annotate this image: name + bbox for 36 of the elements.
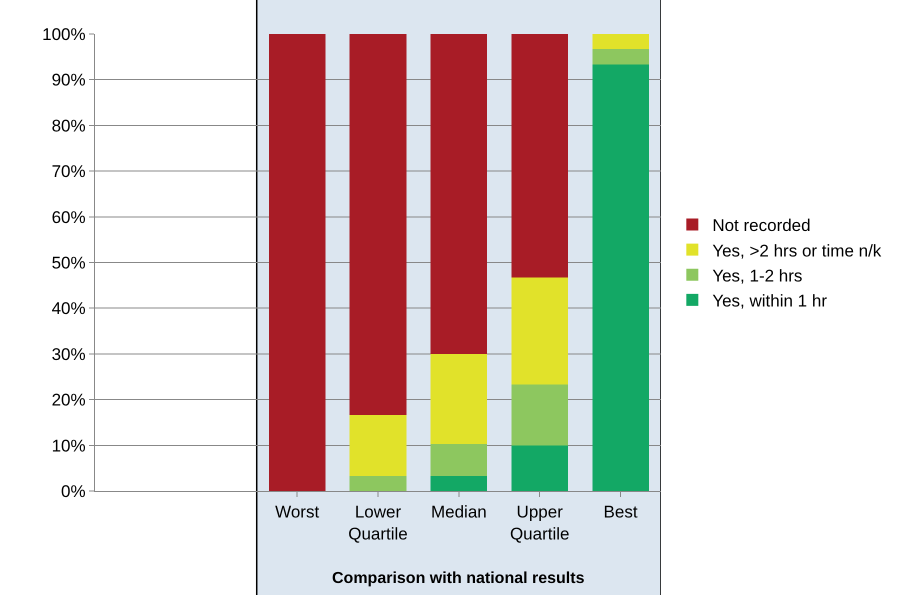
y-tick-label: 80%: [52, 116, 86, 136]
bar: [592, 64, 649, 491]
bar: [592, 34, 649, 50]
y-tick-label: 70%: [52, 162, 86, 182]
legend-label: Not recorded: [712, 216, 811, 236]
bar: [511, 384, 568, 446]
bar: [350, 34, 406, 416]
x-tick-label: Worst: [275, 502, 320, 522]
bar: [592, 49, 649, 65]
x-tick-label: Lower Quartile: [348, 502, 408, 544]
bar: [430, 476, 488, 491]
bar: [430, 354, 488, 444]
legend-label: Yes, within 1 hr: [712, 291, 828, 310]
bar: [511, 278, 568, 385]
y-tick-label: 30%: [52, 344, 86, 364]
y-tick-label: 90%: [52, 70, 86, 90]
bar: [511, 445, 568, 491]
bar: [430, 444, 488, 476]
y-tick-label: 100%: [42, 24, 86, 44]
x-tick-label: Best: [604, 502, 638, 522]
y-tick-label: 50%: [52, 253, 86, 272]
y-tick-label: 20%: [52, 390, 86, 410]
x-axis-title: Comparison with national results: [332, 570, 585, 587]
y-tick-label: 0%: [61, 482, 86, 501]
legend-label: Yes, 1-2 hrs: [712, 266, 802, 286]
y-tick-label: 40%: [52, 299, 86, 318]
bar: [350, 415, 406, 476]
x-tick-label: Median: [430, 502, 487, 522]
bar: [350, 476, 406, 491]
x-tick-label: Upper Quartile: [510, 502, 570, 544]
legend-label: Yes, >2 hrs or time n/k: [712, 241, 882, 260]
bar: [430, 34, 488, 354]
y-tick-label: 10%: [52, 436, 86, 456]
bar: [511, 34, 568, 278]
y-tick-label: 60%: [52, 208, 86, 227]
bar: [268, 34, 326, 491]
